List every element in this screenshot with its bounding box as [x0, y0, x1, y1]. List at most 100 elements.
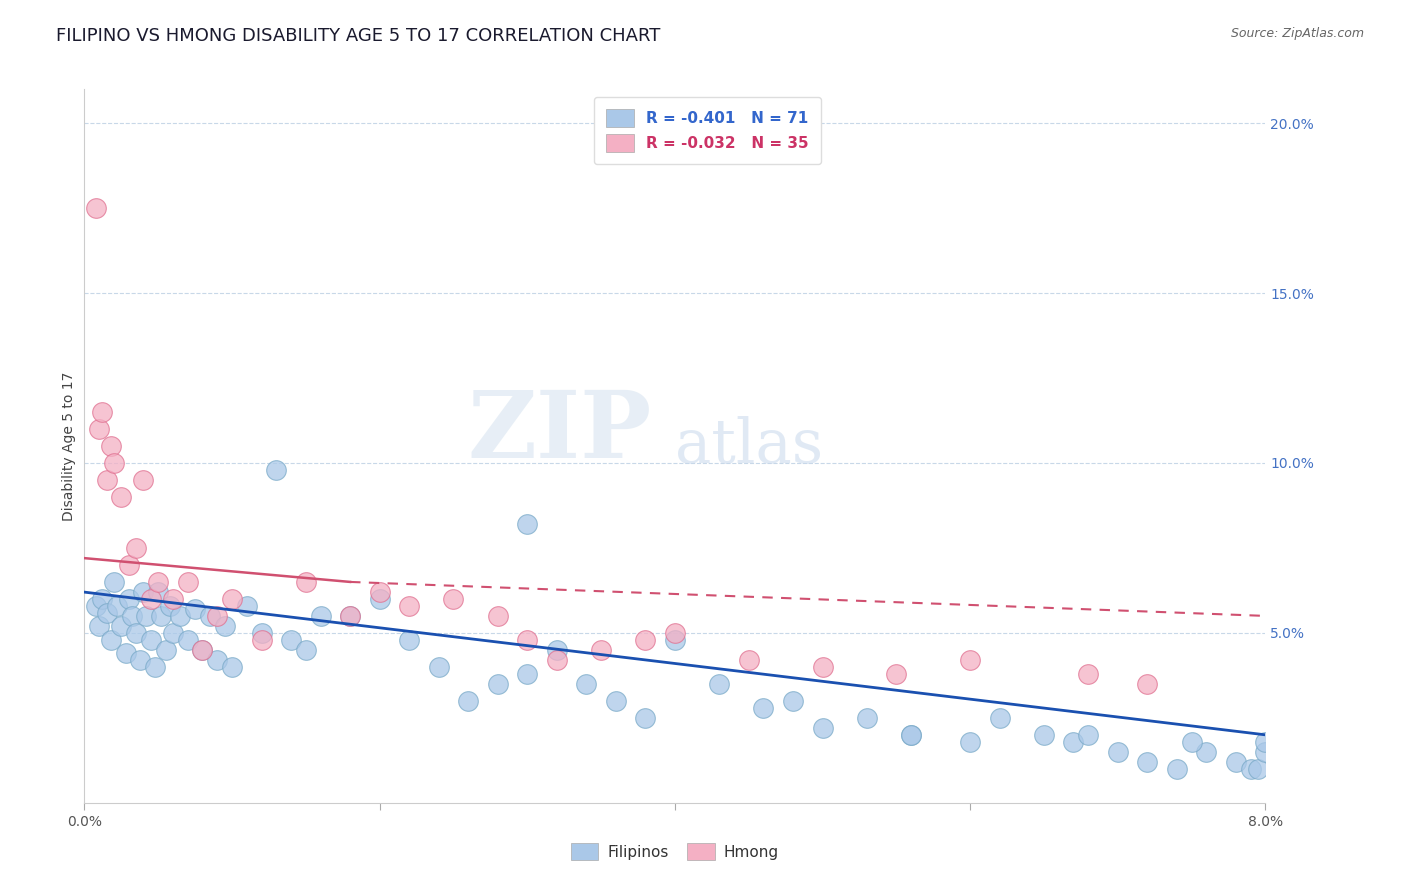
Point	[100, 439, 122, 453]
Point	[486, 608, 509, 623]
Point	[886, 666, 908, 681]
Point	[132, 585, 155, 599]
Point	[96, 606, 118, 620]
Point	[87, 422, 111, 436]
Point	[309, 608, 332, 623]
Point	[782, 694, 804, 708]
Point	[516, 517, 538, 532]
Point	[443, 591, 465, 606]
Point	[516, 632, 538, 647]
Point	[207, 608, 229, 623]
Point	[1247, 762, 1270, 776]
Point	[591, 643, 613, 657]
Point	[221, 591, 243, 606]
Point	[184, 602, 207, 616]
Point	[148, 585, 170, 599]
Point	[280, 632, 302, 647]
Legend: Filipinos, Hmong: Filipinos, Hmong	[565, 837, 785, 866]
Text: FILIPINO VS HMONG DISABILITY AGE 5 TO 17 CORRELATION CHART: FILIPINO VS HMONG DISABILITY AGE 5 TO 17…	[56, 27, 661, 45]
Point	[1136, 755, 1159, 769]
Point	[664, 626, 686, 640]
Point	[855, 711, 877, 725]
Point	[546, 643, 568, 657]
Point	[634, 711, 657, 725]
Point	[738, 653, 761, 667]
Point	[546, 653, 568, 667]
Point	[457, 694, 479, 708]
Point	[214, 619, 236, 633]
Point	[155, 643, 177, 657]
Point	[191, 643, 214, 657]
Point	[118, 558, 141, 572]
Point	[264, 463, 288, 477]
Point	[118, 591, 141, 606]
Point	[250, 632, 273, 647]
Point	[132, 473, 155, 487]
Point	[159, 599, 181, 613]
Point	[1181, 734, 1204, 748]
Point	[177, 574, 200, 589]
Point	[1033, 728, 1056, 742]
Point	[486, 677, 509, 691]
Point	[368, 585, 391, 599]
Point	[1063, 734, 1085, 748]
Point	[139, 632, 162, 647]
Point	[339, 608, 361, 623]
Point	[84, 599, 107, 613]
Point	[84, 201, 107, 215]
Point	[110, 490, 132, 504]
Point	[339, 608, 361, 623]
Point	[1077, 728, 1099, 742]
Point	[575, 677, 598, 691]
Point	[177, 632, 200, 647]
Point	[398, 599, 420, 613]
Point	[121, 608, 143, 623]
Point	[221, 660, 243, 674]
Point	[427, 660, 450, 674]
Point	[105, 599, 128, 613]
Point	[198, 608, 221, 623]
Point	[1240, 762, 1263, 776]
Point	[295, 574, 318, 589]
Point	[125, 541, 148, 555]
Point	[103, 574, 125, 589]
Point	[87, 619, 111, 633]
Point	[1195, 745, 1218, 759]
Point	[129, 653, 152, 667]
Point	[811, 721, 834, 735]
Point	[1107, 745, 1129, 759]
Point	[135, 608, 157, 623]
Point	[516, 666, 538, 681]
Point	[162, 626, 184, 640]
Point	[900, 728, 922, 742]
Point	[811, 660, 834, 674]
Point	[114, 646, 136, 660]
Point	[91, 591, 114, 606]
Point	[988, 711, 1011, 725]
Point	[709, 677, 731, 691]
Point	[664, 632, 686, 647]
Point	[96, 473, 118, 487]
Point	[103, 456, 125, 470]
Point	[150, 608, 173, 623]
Point	[398, 632, 420, 647]
Point	[148, 574, 170, 589]
Point	[1225, 755, 1247, 769]
Point	[1254, 745, 1277, 759]
Point	[207, 653, 229, 667]
Point	[100, 632, 122, 647]
Text: Source: ZipAtlas.com: Source: ZipAtlas.com	[1230, 27, 1364, 40]
Point	[1254, 734, 1277, 748]
Point	[143, 660, 166, 674]
Point	[634, 632, 657, 647]
Point	[368, 591, 391, 606]
Point	[162, 591, 184, 606]
Text: ZIP: ZIP	[467, 387, 651, 476]
Point	[1136, 677, 1159, 691]
Point	[959, 734, 981, 748]
Point	[752, 700, 775, 714]
Point	[250, 626, 273, 640]
Point	[235, 599, 259, 613]
Point	[125, 626, 148, 640]
Point	[900, 728, 922, 742]
